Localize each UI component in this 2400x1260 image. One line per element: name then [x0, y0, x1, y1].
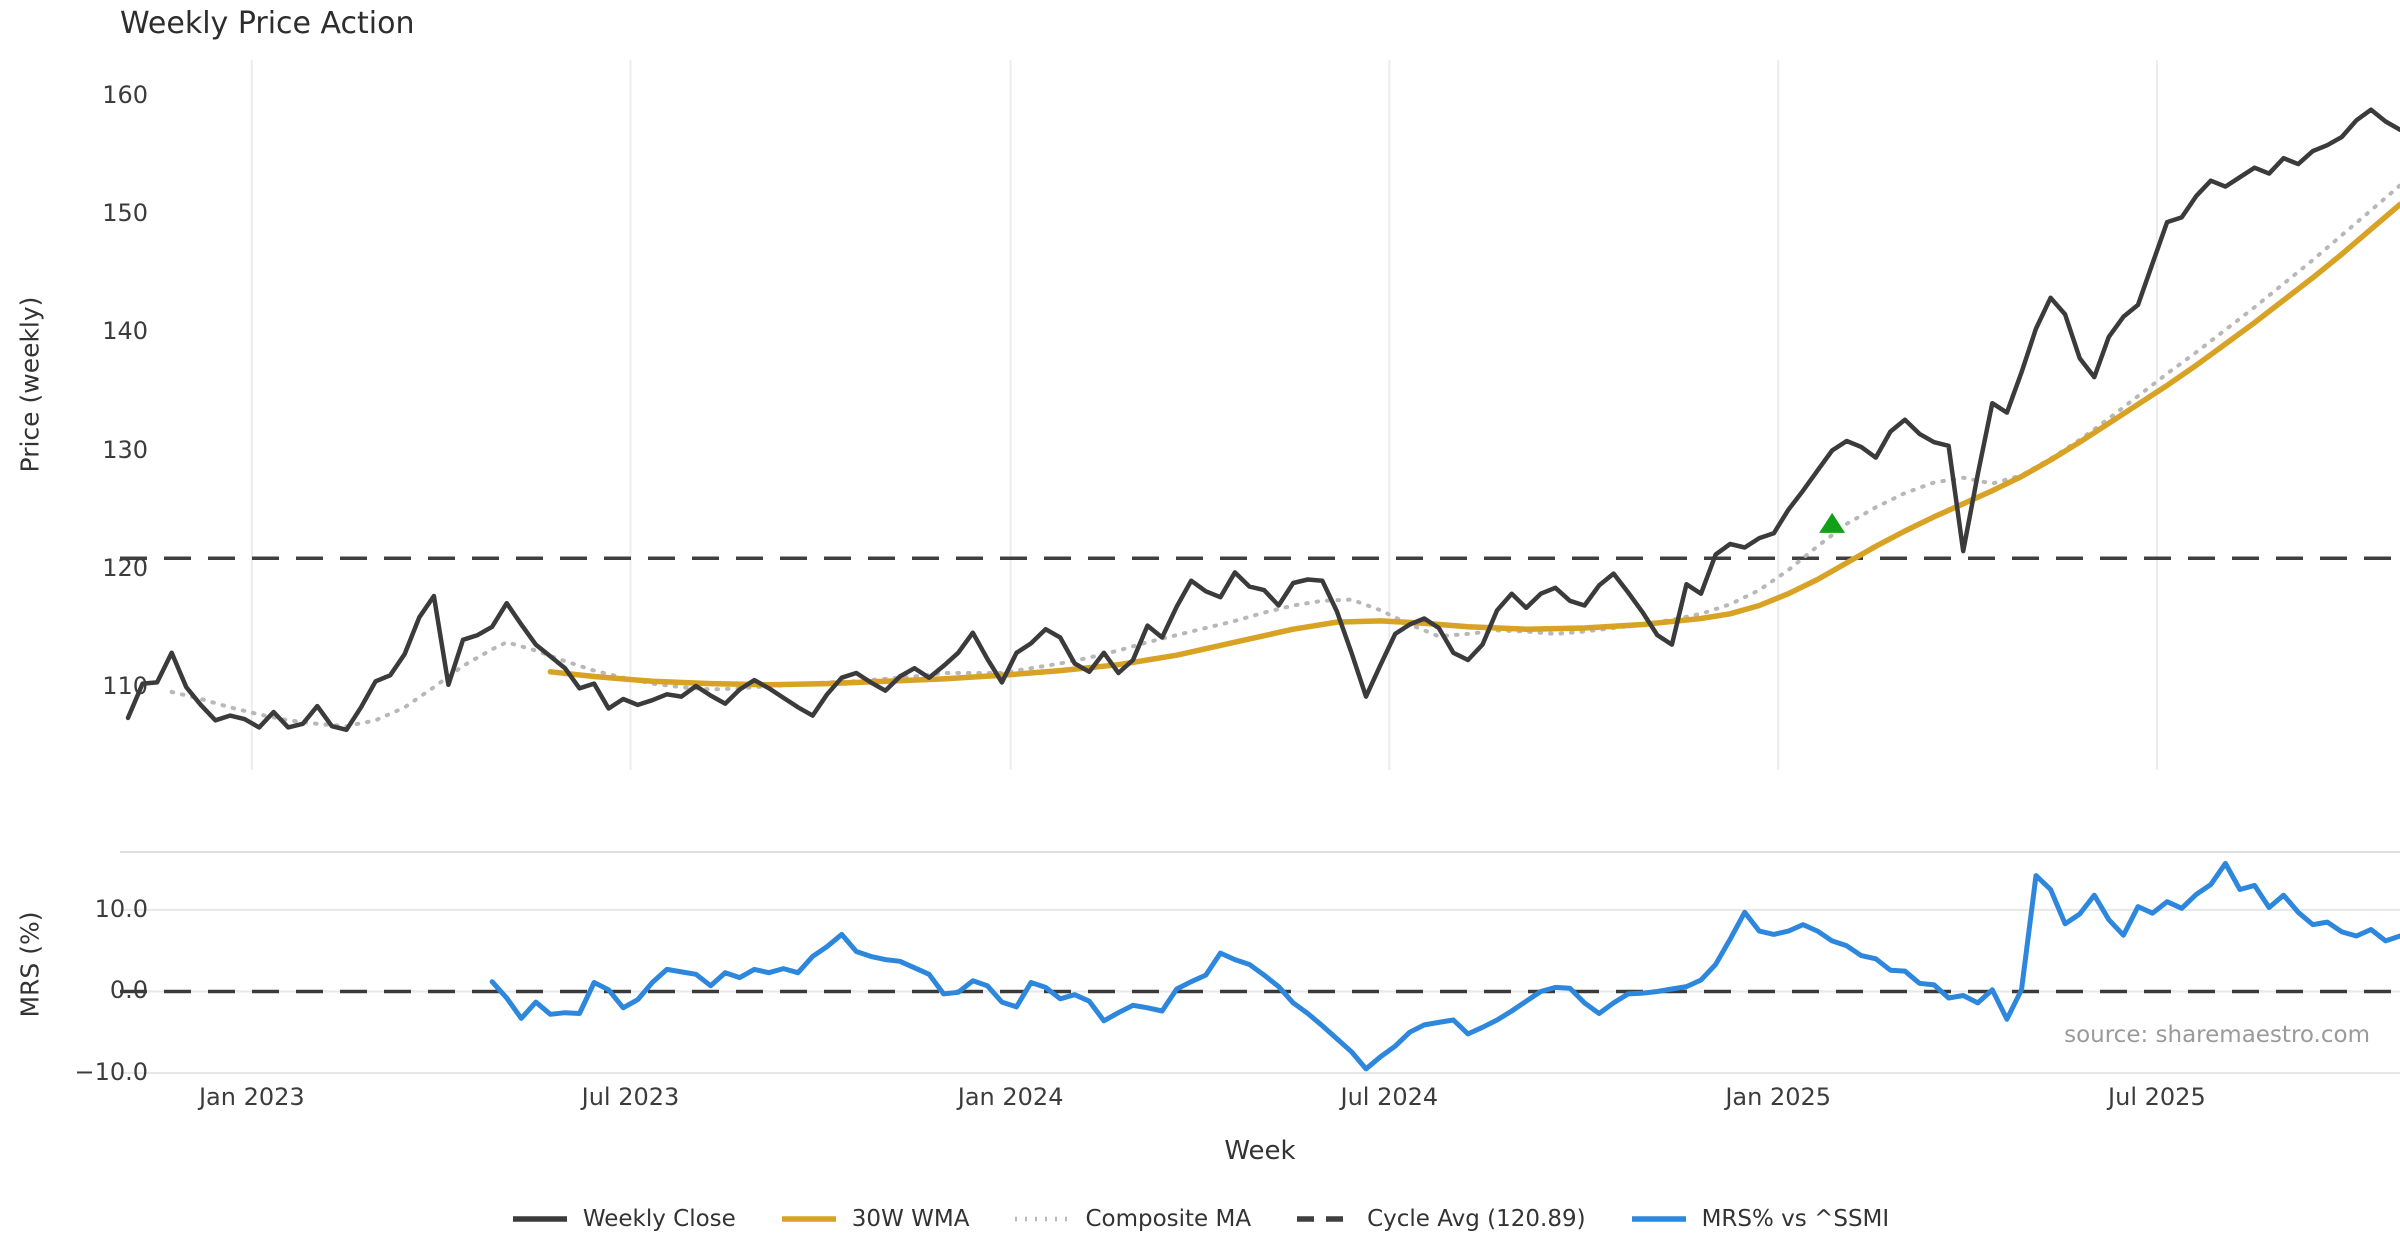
mrs-axis-label: MRS (%)	[15, 911, 45, 1018]
price-tick-label: 110	[102, 672, 148, 701]
date-tick-label: Jul 2025	[2108, 1083, 2206, 1111]
chart-title: Weekly Price Action	[120, 6, 415, 41]
legend-label: Weekly Close	[582, 1206, 736, 1232]
legend-label: MRS% vs ^SSMI	[1701, 1206, 1890, 1232]
wma-30w-line	[547, 201, 2400, 688]
price-tick-label: 130	[102, 435, 148, 464]
price-tick-label: 160	[102, 80, 148, 109]
week-axis-label: Week	[1224, 1136, 1296, 1166]
legend-swatch-solid-icon	[512, 1216, 567, 1222]
legend-swatch-solid-icon	[781, 1216, 836, 1222]
legend-label: Cycle Avg (120.89)	[1367, 1206, 1586, 1232]
legend-label: Composite MA	[1085, 1206, 1252, 1232]
date-tick-label: Jan 2023	[198, 1083, 305, 1111]
price-tick-label: 140	[102, 317, 148, 346]
mrs-tick-label: 10.0	[94, 894, 148, 923]
legend-item: MRS% vs ^SSMI	[1630, 1206, 1890, 1232]
mrs-line	[489, 860, 2400, 1072]
date-tick-label: Jul 2023	[581, 1083, 680, 1111]
price-axis-label: Price (weekly)	[15, 296, 45, 473]
price-tick-label: 150	[102, 198, 148, 227]
legend-swatch-dashed-icon	[1297, 1216, 1352, 1222]
weekly-close-line	[125, 107, 2400, 733]
legend-item: Weekly Close	[511, 1206, 736, 1232]
legend-item: Cycle Avg (120.89)	[1295, 1206, 1586, 1232]
buy-signal-triangle-icon	[1819, 512, 1846, 533]
composite-ma-line	[169, 183, 2400, 729]
date-tick-label: Jan 2024	[957, 1083, 1064, 1111]
date-tick-label: Jul 2024	[1340, 1083, 1439, 1111]
legend-swatch-dotted-icon	[1015, 1216, 1070, 1222]
legend-item: Composite MA	[1013, 1206, 1251, 1232]
mrs-tick-label: 0.0	[109, 976, 148, 1005]
price-tick-label: 120	[102, 553, 148, 582]
legend-label: 30W WMA	[851, 1206, 970, 1232]
legend-swatch-solid-icon	[1631, 1216, 1686, 1222]
source-note: source: sharemaestro.com	[2064, 1022, 2370, 1048]
legend-item: 30W WMA	[780, 1206, 970, 1232]
mrs-tick-label: −10.0	[74, 1058, 148, 1086]
chart-legend: Weekly Close 30W WMA Composite MA Cycle Avg…	[0, 1206, 2400, 1232]
date-tick-label: Jan 2025	[1725, 1083, 1832, 1111]
